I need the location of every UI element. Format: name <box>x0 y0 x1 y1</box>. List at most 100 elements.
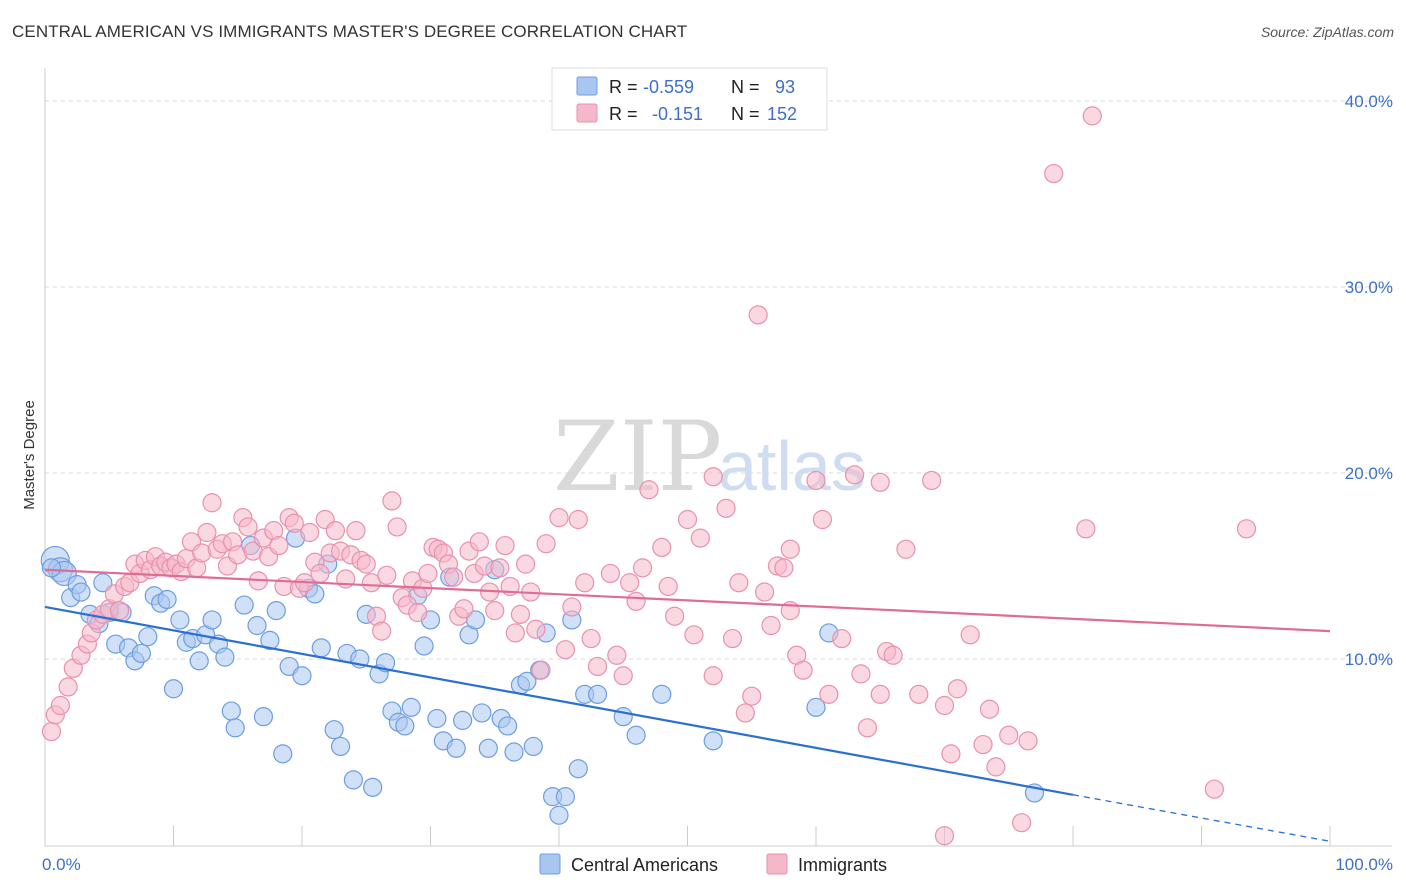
point-immigrants <box>109 601 130 621</box>
point-central-americans <box>260 630 280 651</box>
point-central-americans <box>343 770 363 790</box>
bottom-legend: Central Americans Immigrants <box>539 853 887 875</box>
point-immigrants <box>658 576 678 597</box>
point-immigrants <box>41 721 62 742</box>
point-immigrants <box>909 684 929 704</box>
point-immigrants <box>1044 163 1064 184</box>
point-central-americans <box>703 731 723 751</box>
point-central-americans <box>504 742 524 762</box>
point-immigrants <box>677 509 698 530</box>
point-immigrants <box>986 757 1006 777</box>
point-central-americans <box>279 656 299 677</box>
point-central-americans <box>253 707 274 727</box>
point-immigrants <box>613 666 633 686</box>
point-immigrants <box>934 826 955 846</box>
point-immigrants <box>806 470 826 491</box>
point-immigrants <box>870 472 890 492</box>
point-immigrants <box>454 599 474 619</box>
point-immigrants <box>1082 106 1102 126</box>
y-axis-label: Master's Degree <box>21 400 38 510</box>
point-immigrants <box>382 491 402 511</box>
point-immigrants <box>761 615 781 636</box>
point-central-americans <box>221 701 241 721</box>
point-central-americans <box>163 679 184 699</box>
source-label: Source: ZipAtlas.com <box>1260 24 1394 40</box>
legend-n-value-1: 93 <box>775 77 795 97</box>
point-central-americans <box>446 738 466 758</box>
legend-r-value-1: -0.559 <box>643 77 694 97</box>
point-immigrants <box>729 573 749 593</box>
point-immigrants <box>202 493 222 513</box>
x-tick-label: 100.0% <box>1335 855 1393 874</box>
point-immigrants <box>377 565 397 585</box>
x-tick-label: 0.0% <box>42 855 81 874</box>
point-immigrants <box>748 305 768 325</box>
point-immigrants <box>703 666 723 686</box>
point-immigrants <box>408 602 428 623</box>
point-central-americans <box>93 573 113 593</box>
point-immigrants <box>526 619 546 639</box>
legend-r-value-2: -0.151 <box>652 104 703 124</box>
point-immigrants <box>536 534 556 554</box>
point-immigrants <box>238 517 258 537</box>
point-immigrants <box>568 509 588 530</box>
point-immigrants <box>934 695 955 716</box>
point-central-americans <box>806 697 826 717</box>
point-central-americans <box>652 684 672 704</box>
watermark-atlas: atlas <box>718 427 866 505</box>
point-immigrants <box>444 567 464 587</box>
axes <box>44 68 1392 847</box>
point-central-americans <box>568 759 588 779</box>
point-immigrants <box>490 558 510 578</box>
point-immigrants <box>600 563 621 584</box>
point-immigrants <box>857 718 878 738</box>
point-immigrants <box>941 744 961 764</box>
legend-r-label-1: R = <box>609 77 638 97</box>
legend-swatch-blue <box>576 76 598 96</box>
legend-r-label-2: R = <box>609 104 638 124</box>
point-immigrants <box>703 467 723 487</box>
y-tick-label: 10.0% <box>1345 650 1393 669</box>
bottom-legend-immigrants: Immigrants <box>798 855 887 875</box>
point-central-americans <box>401 697 421 717</box>
point-immigrants <box>922 470 942 491</box>
point-immigrants <box>581 628 601 649</box>
point-immigrants <box>372 621 392 641</box>
point-immigrants <box>774 558 794 578</box>
trend-lines <box>44 568 1331 842</box>
point-immigrants <box>883 645 903 665</box>
point-central-americans <box>311 638 331 658</box>
point-central-americans <box>587 684 608 704</box>
point-immigrants <box>505 623 525 643</box>
point-immigrants <box>652 537 672 558</box>
point-immigrants <box>819 684 839 704</box>
point-central-americans <box>626 725 646 745</box>
point-central-americans <box>395 716 415 736</box>
point-central-americans <box>273 744 293 764</box>
point-central-americans <box>427 708 447 729</box>
bottom-legend-swatch-pink <box>766 853 788 875</box>
point-immigrants <box>361 573 381 593</box>
point-central-americans <box>523 736 543 757</box>
point-immigrants <box>269 535 289 556</box>
point-immigrants <box>495 535 515 556</box>
y-tick-label: 40.0% <box>1345 92 1393 111</box>
legend: R = -0.559 N = 93 R = -0.151 N = 152 <box>551 67 828 131</box>
point-immigrants <box>469 532 489 552</box>
y-tick-label: 30.0% <box>1345 278 1393 297</box>
point-central-americans <box>225 718 245 738</box>
point-immigrants <box>620 573 640 593</box>
point-central-americans <box>498 716 518 736</box>
point-central-americans <box>170 610 190 630</box>
point-immigrants <box>979 699 1000 719</box>
point-immigrants <box>896 539 916 559</box>
point-immigrants <box>1011 813 1032 833</box>
point-immigrants <box>947 679 967 699</box>
point-immigrants <box>418 563 438 584</box>
x-tick-labels: 0.0% 100.0% <box>42 855 1393 874</box>
point-central-americans <box>71 582 91 602</box>
point-central-americans <box>330 736 351 757</box>
point-central-americans <box>41 558 62 578</box>
point-immigrants <box>812 509 833 530</box>
